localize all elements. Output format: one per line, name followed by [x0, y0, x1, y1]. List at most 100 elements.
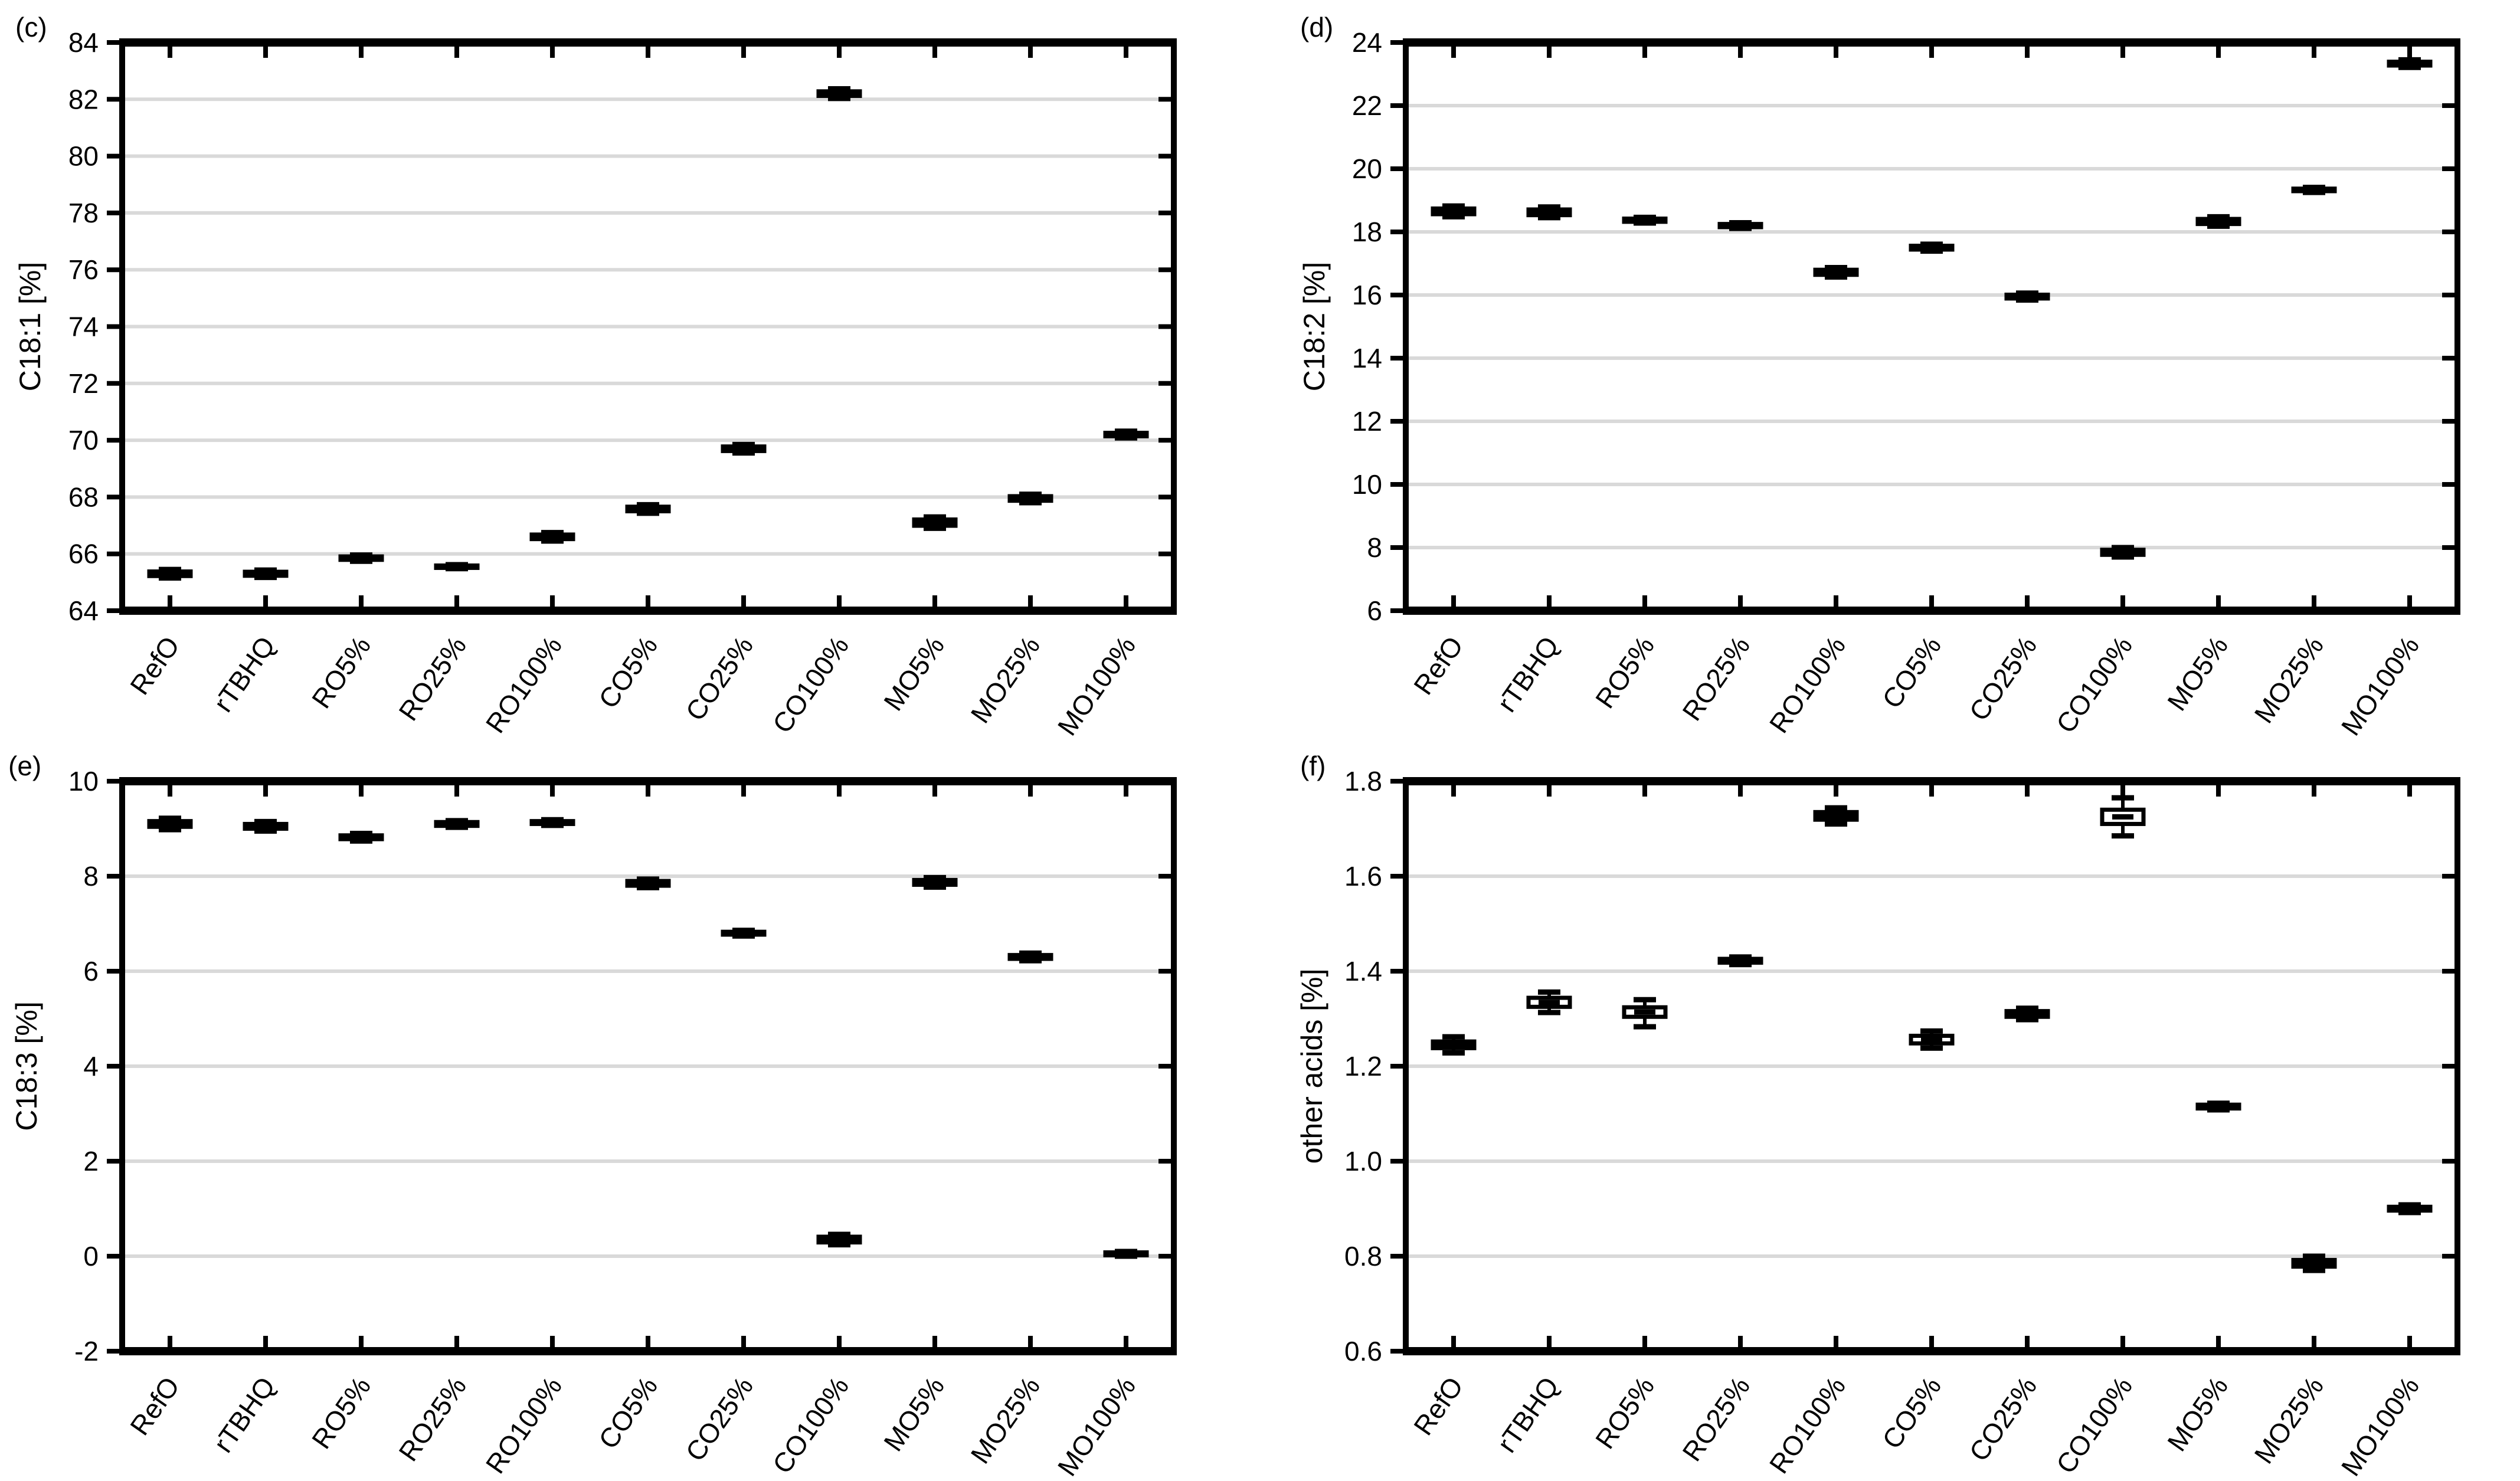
box-rTBHQ: [1526, 204, 1572, 221]
box-rect: [338, 833, 384, 841]
x-category-label: RO25%: [1676, 1371, 1756, 1467]
x-category-label: rTBHQ: [1491, 631, 1565, 717]
x-category-label: MO5%: [878, 631, 950, 716]
x-category-label: MO25%: [2248, 631, 2329, 729]
y-tick-label: 82: [68, 84, 99, 114]
box-MO25%: [2291, 1253, 2337, 1273]
y-tick-label: 14: [1352, 343, 1382, 373]
y-tick-label: 1.4: [1344, 956, 1382, 987]
box-RefO: [147, 815, 193, 833]
box-rect: [1813, 810, 1859, 822]
y-tick-label: 10: [68, 766, 99, 797]
box-CO100%: [2100, 545, 2146, 560]
box-rect: [721, 929, 767, 937]
x-category-label: RefO: [124, 1371, 185, 1441]
y-tick-label: 8: [83, 861, 99, 892]
y-axis-title: C18:2 [%]: [1298, 262, 1331, 392]
box-rect: [338, 554, 384, 562]
panel-f: 1.8 1.6 1.4 1.2 1.0 0.8 0.6 RefO rTBHQ RO5% RO25% R…: [1295, 751, 2460, 1481]
y-tick-label: 0.6: [1344, 1336, 1382, 1367]
panel-d: 24 22 20 18 16 14 12 10 8 6 RefO rTBHQ RO5% RO25% RO10…: [1298, 12, 2460, 741]
box-rect: [2195, 217, 2241, 227]
x-category-label: rTBHQ: [208, 631, 282, 717]
box-RO5%: [1622, 997, 1668, 1030]
box-MO100%: [1103, 1249, 1149, 1259]
x-category-label: CO25%: [1963, 631, 2043, 726]
x-category-label: RO100%: [480, 631, 568, 739]
x-category-label: MO5%: [2161, 631, 2234, 716]
box-rect: [434, 820, 480, 828]
box-rect: [1007, 494, 1053, 503]
y-tick-label: 68: [68, 481, 99, 512]
box-rTBHQ: [1526, 989, 1572, 1015]
x-category-label: CO100%: [767, 631, 855, 739]
box-rect: [243, 569, 289, 578]
y-tick-label: 72: [68, 368, 99, 399]
box-rTBHQ: [243, 567, 289, 581]
box-rect: [2291, 186, 2337, 194]
y-tick-label: 6: [83, 956, 99, 987]
box-rect: [2004, 292, 2050, 301]
y-tick-label: 74: [68, 312, 99, 342]
x-category-label: MO100%: [1052, 1371, 1142, 1481]
box-rect: [1813, 267, 1859, 277]
box-rect: [625, 879, 671, 888]
x-category-label: rTBHQ: [1491, 1371, 1565, 1458]
box-rect: [2387, 1204, 2433, 1213]
y-tick-label: 6: [1367, 595, 1382, 626]
box-rect: [243, 821, 289, 831]
x-category-label: MO100%: [2335, 631, 2426, 741]
y-tick-label: 1.0: [1344, 1146, 1382, 1177]
box-rect: [147, 569, 193, 578]
x-category-label: rTBHQ: [208, 1371, 282, 1458]
box-RefO: [1431, 203, 1477, 219]
x-category-label: CO100%: [2050, 631, 2139, 739]
box-rect: [816, 89, 862, 99]
x-category-label: RO100%: [1763, 631, 1852, 739]
box-RO25%: [1717, 954, 1763, 968]
box-rect: [1431, 1039, 1477, 1050]
box-CO5%: [1909, 1028, 1955, 1051]
box-rect: [1103, 431, 1149, 438]
y-tick-label: 18: [1352, 217, 1382, 247]
x-category-label: RefO: [1408, 631, 1469, 700]
box-rect: [529, 532, 575, 542]
box-RO5%: [1622, 214, 1668, 226]
panel-tag: (e): [8, 751, 41, 781]
x-category-label: CO5%: [593, 1371, 663, 1454]
y-tick-label: 78: [68, 198, 99, 228]
x-category-label: MO25%: [2248, 1371, 2329, 1469]
y-tick-label: 84: [68, 27, 99, 58]
y-tick-label: 0: [83, 1241, 99, 1272]
x-category-label: RefO: [124, 631, 185, 700]
box-rTBHQ: [243, 818, 289, 834]
box-RO100%: [1813, 805, 1859, 827]
y-tick-label: 16: [1352, 280, 1382, 310]
x-category-label: RO100%: [480, 1371, 568, 1479]
x-category-label: MO25%: [964, 1371, 1046, 1469]
box-rect: [625, 504, 671, 513]
box-MO100%: [2387, 1202, 2433, 1215]
panel-tag: (d): [1300, 12, 1333, 42]
box-RO25%: [434, 818, 480, 830]
box-RefO: [147, 566, 193, 581]
y-tick-label: 80: [68, 141, 99, 172]
box-CO100%: [2100, 795, 2146, 839]
x-category-label: CO100%: [2050, 1371, 2139, 1479]
box-MO25%: [1007, 950, 1053, 964]
box-rect: [912, 877, 958, 887]
x-category-label: MO100%: [2335, 1371, 2426, 1481]
panel-tag: (c): [15, 12, 47, 42]
box-MO5%: [2195, 1100, 2241, 1113]
x-category-label: MO25%: [964, 631, 1046, 729]
x-category-label: RO100%: [1763, 1371, 1852, 1479]
x-category-label: CO25%: [679, 1371, 759, 1467]
box-CO25%: [2004, 1005, 2050, 1023]
box-MO25%: [2291, 185, 2337, 195]
box-MO25%: [1007, 492, 1053, 506]
box-CO5%: [625, 876, 671, 890]
box-rect: [2195, 1102, 2241, 1111]
box-MO100%: [2387, 57, 2433, 70]
